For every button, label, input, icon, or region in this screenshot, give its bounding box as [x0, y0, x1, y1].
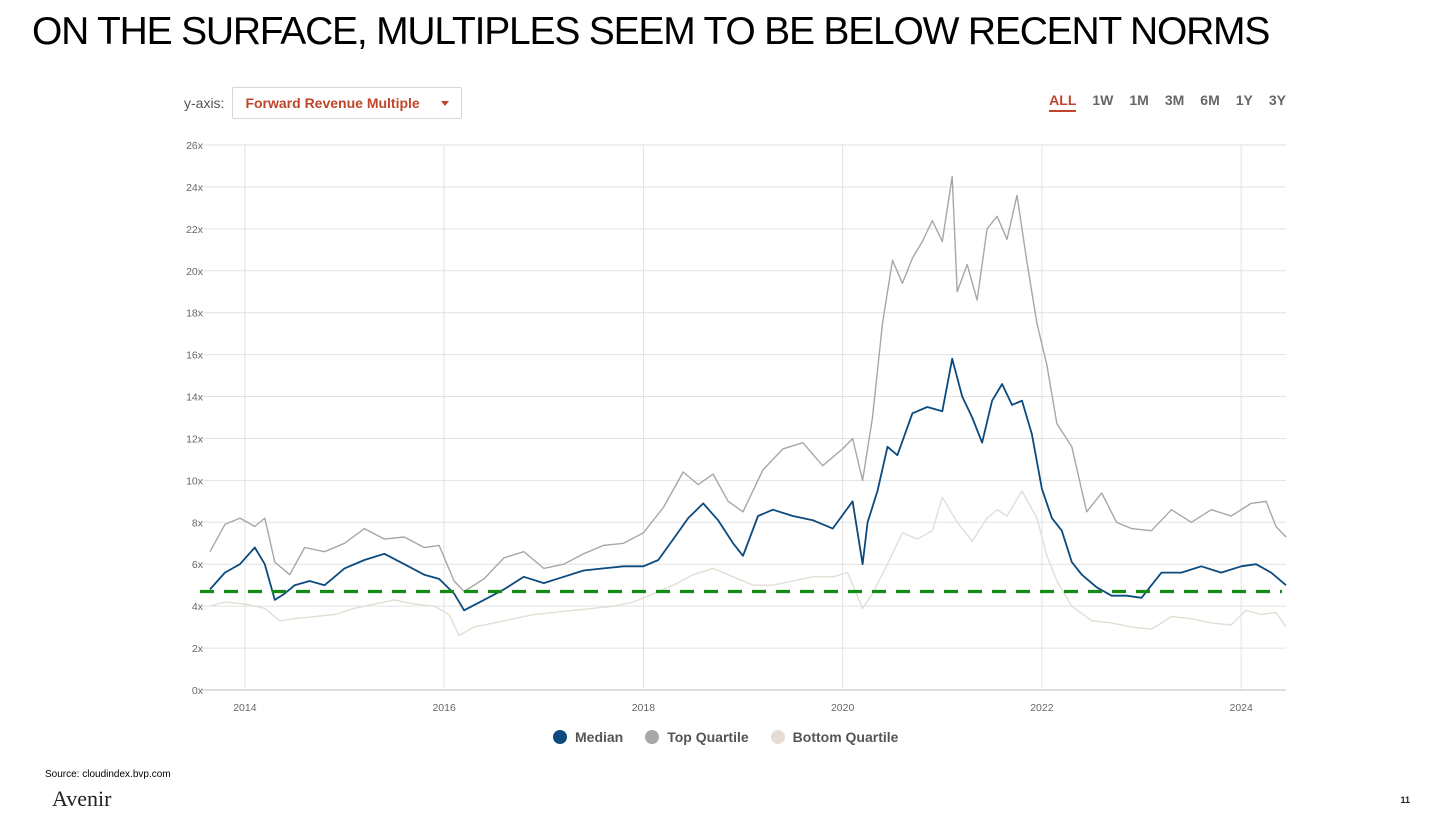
range-tab-1m[interactable]: 1M [1129, 92, 1149, 108]
y-tick-label: 4x [192, 601, 204, 613]
legend-item-top-quartile[interactable]: Top Quartile [645, 729, 749, 745]
top-quartile-line [209, 175, 1287, 593]
range-tab-3y[interactable]: 3Y [1268, 92, 1286, 108]
chevron-down-icon [441, 100, 450, 106]
y-tick-label: 8x [192, 517, 204, 529]
metric-dropdown[interactable]: Forward Revenue Multiple [232, 87, 463, 119]
legend-dot-median [553, 730, 567, 744]
legend-dot-bottom-quartile [770, 730, 785, 744]
range-tab-1y[interactable]: 1Y [1235, 92, 1253, 108]
x-tick-label: 2022 [1030, 702, 1054, 714]
legend-label-bottom-quartile: Bottom Quartile [792, 729, 899, 745]
yaxis-label: y-axis: [184, 95, 225, 111]
legend-dot-top-quartile [645, 730, 660, 744]
x-tick-label: 2014 [233, 702, 257, 714]
time-range-tabs: ALL 1W 1M 3M 6M 1Y 3Y [1049, 92, 1286, 112]
range-tab-6m[interactable]: 6M [1200, 92, 1220, 108]
range-tab-all[interactable]: ALL [1049, 92, 1077, 112]
y-tick-label: 16x [186, 350, 204, 362]
y-tick-label: 26x [186, 140, 204, 152]
y-tick-label: 12x [186, 433, 204, 445]
legend-label-median: Median [575, 729, 624, 745]
y-tick-label: 24x [186, 182, 204, 194]
metric-dropdown-value: Forward Revenue Multiple [245, 95, 420, 111]
y-tick-label: 10x [186, 475, 204, 487]
legend-label-top-quartile: Top Quartile [667, 729, 749, 745]
x-tick-label: 2018 [632, 702, 656, 714]
y-tick-label: 14x [186, 392, 204, 404]
legend-item-median[interactable]: Median [553, 729, 623, 745]
y-tick-label: 22x [186, 224, 204, 236]
y-tick-label: 18x [186, 308, 204, 320]
median-line [209, 357, 1287, 612]
legend-item-bottom-quartile[interactable]: Bottom Quartile [770, 729, 899, 745]
y-tick-label: 0x [192, 685, 204, 697]
x-tick-label: 2020 [831, 702, 855, 714]
range-tab-3m[interactable]: 3M [1164, 92, 1185, 108]
brand-logo: Avenir [52, 786, 112, 811]
source-note: Source: cloudindex.bvp.com [45, 769, 171, 780]
range-tab-1w[interactable]: 1W [1092, 92, 1114, 108]
bottom-quartile-line [209, 490, 1287, 637]
yaxis-selector: y-axis: Forward Revenue Multiple [184, 86, 463, 120]
x-tick-label: 2016 [432, 702, 456, 714]
page-number: 11 [1400, 795, 1410, 805]
y-tick-label: 20x [186, 266, 204, 278]
x-tick-label: 2024 [1229, 702, 1253, 714]
slide-title: ON THE SURFACE, MULTIPLES SEEM TO BE BEL… [32, 10, 1270, 53]
y-tick-label: 6x [192, 559, 204, 571]
y-tick-label: 2x [192, 643, 204, 655]
chart-legend: Median Top Quartile Bottom Quartile [553, 729, 898, 745]
